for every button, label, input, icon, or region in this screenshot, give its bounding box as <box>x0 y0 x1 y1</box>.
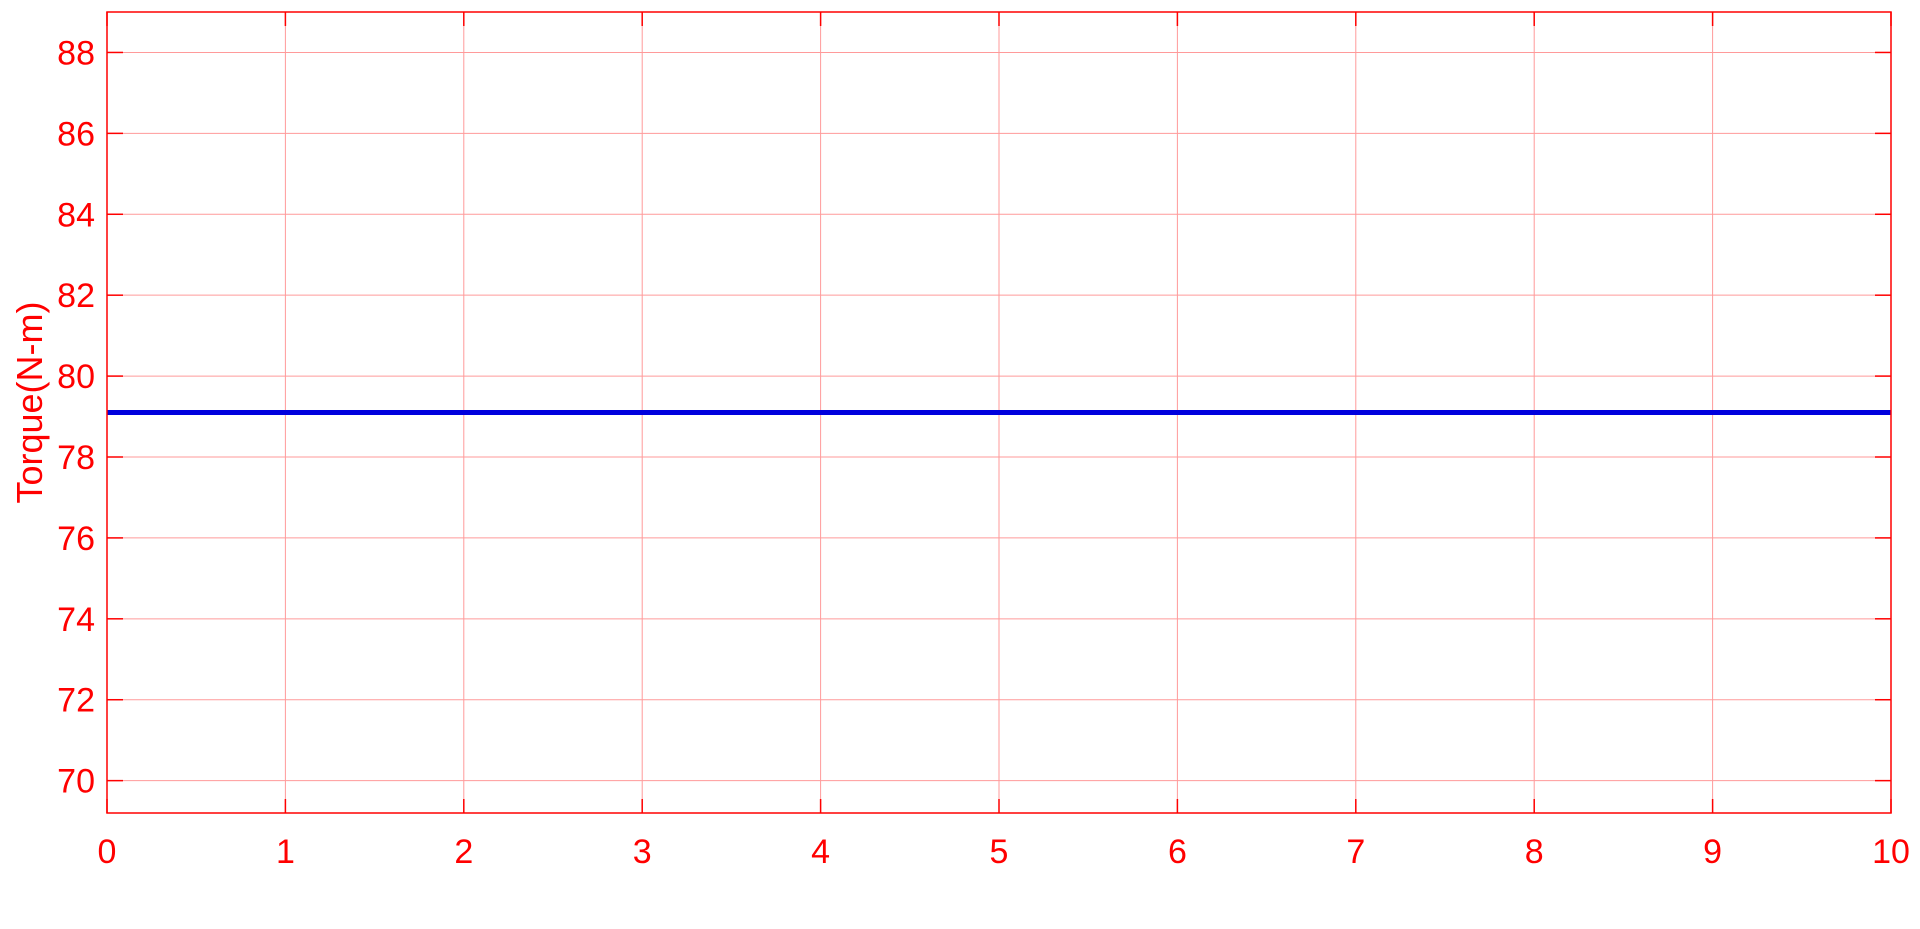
y-axis-title: Torque(N-m) <box>9 301 50 503</box>
x-tick-label: 10 <box>1872 833 1910 871</box>
x-tick-label: 7 <box>1346 833 1365 871</box>
y-tick-label: 76 <box>57 520 95 558</box>
y-tick-label: 70 <box>57 763 95 801</box>
y-tick-label: 82 <box>57 277 95 315</box>
y-tick-label: 74 <box>57 601 95 639</box>
y-tick-label: 78 <box>57 439 95 477</box>
y-tick-label: 84 <box>57 196 95 234</box>
x-tick-label: 0 <box>98 833 117 871</box>
y-tick-label: 72 <box>57 682 95 720</box>
x-tick-label: 3 <box>633 833 652 871</box>
y-tick-label: 80 <box>57 358 95 396</box>
x-tick-label: 9 <box>1703 833 1722 871</box>
x-tick-label: 6 <box>1168 833 1187 871</box>
x-tick-label: 4 <box>811 833 830 871</box>
y-tick-label: 88 <box>57 34 95 72</box>
y-tick-label: 86 <box>57 115 95 153</box>
x-tick-label: 5 <box>990 833 1009 871</box>
x-tick-label: 2 <box>454 833 473 871</box>
x-tick-label: 8 <box>1525 833 1544 871</box>
x-tick-label: 1 <box>276 833 295 871</box>
